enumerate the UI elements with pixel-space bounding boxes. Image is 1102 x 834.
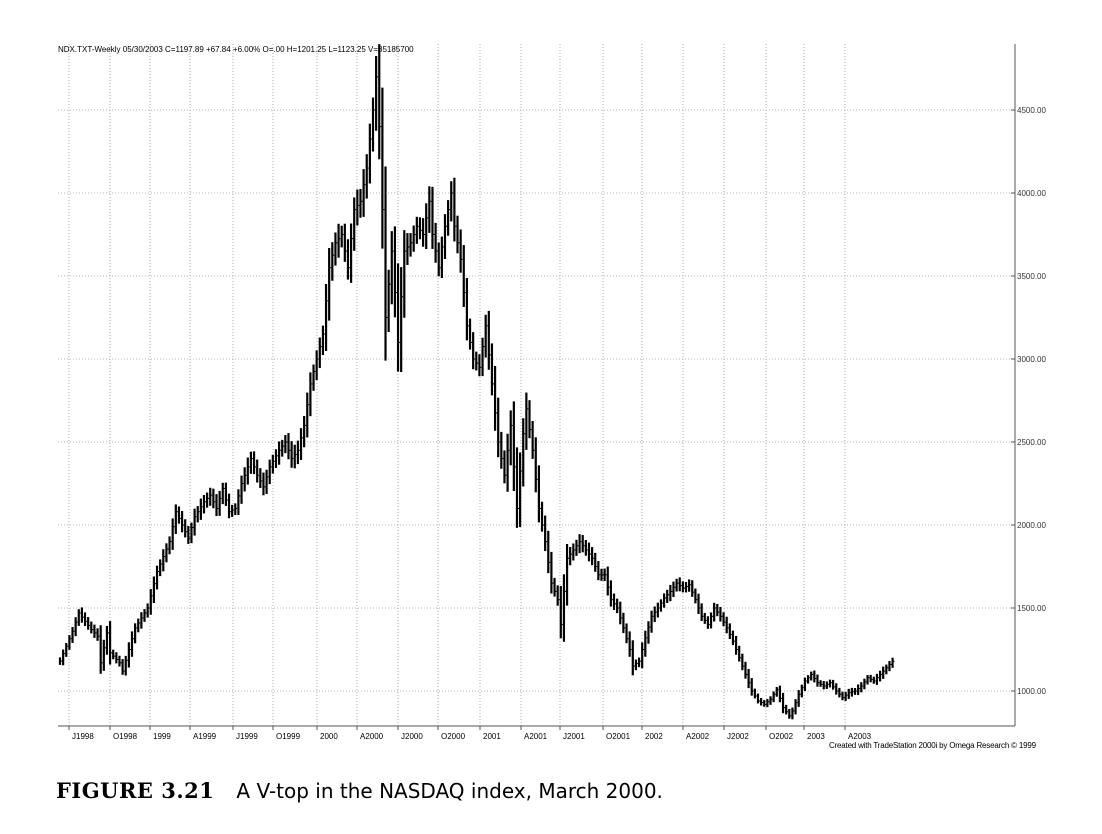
x-tick-label: J1998 — [72, 732, 94, 741]
x-tick-label: 1999 — [153, 732, 171, 741]
x-tick-label: O2000 — [441, 732, 466, 741]
x-tick-label: O1998 — [113, 732, 138, 741]
x-tick-label: A2002 — [686, 732, 710, 741]
chart-grid — [58, 44, 1015, 726]
y-tick-label: 4000.00 — [1017, 189, 1046, 198]
y-tick-label: 1500.00 — [1017, 604, 1046, 613]
figure-caption-text: A V-top in the NASDAQ index, March 2000. — [236, 779, 663, 803]
y-tick-label: 3000.00 — [1017, 355, 1046, 364]
y-tick-label: 3500.00 — [1017, 272, 1046, 281]
x-tick-label: A2003 — [848, 732, 872, 741]
x-tick-label: O2001 — [606, 732, 631, 741]
y-tick-label: 1000.00 — [1017, 687, 1046, 696]
x-tick-label: 2000 — [320, 732, 338, 741]
x-tick-label: 2003 — [807, 732, 825, 741]
x-tick-label: J2000 — [401, 732, 423, 741]
figure-caption: FIGURE 3.21 A V-top in the NASDAQ index, … — [56, 778, 663, 803]
chart-credit: Created with TradeStation 2000i by Omega… — [829, 741, 1036, 750]
y-tick-label: 4500.00 — [1017, 106, 1046, 115]
y-tick-label: 2000.00 — [1017, 521, 1046, 530]
chart-header-quote: NDX.TXT-Weekly 05/30/2003 C=1197.89 +67.… — [58, 45, 414, 54]
x-tick-label: J2001 — [563, 732, 585, 741]
x-tick-label: 2002 — [645, 732, 663, 741]
x-tick-label: A2000 — [360, 732, 384, 741]
x-tick-label: A2001 — [524, 732, 548, 741]
x-tick-label: A1999 — [193, 732, 217, 741]
price-bars — [58, 44, 895, 720]
x-tick-label: O2002 — [769, 732, 794, 741]
x-tick-label: J2002 — [727, 732, 749, 741]
x-tick-label: 2001 — [483, 732, 501, 741]
x-tick-label: J1999 — [236, 732, 258, 741]
y-tick-label: 2500.00 — [1017, 438, 1046, 447]
chart-axes: 1000.00 1500.00 2000.00 2500.00 3000.00 3500.… — [58, 44, 1046, 741]
figure-label: FIGURE 3.21 — [56, 778, 215, 803]
x-tick-label: O1999 — [276, 732, 301, 741]
